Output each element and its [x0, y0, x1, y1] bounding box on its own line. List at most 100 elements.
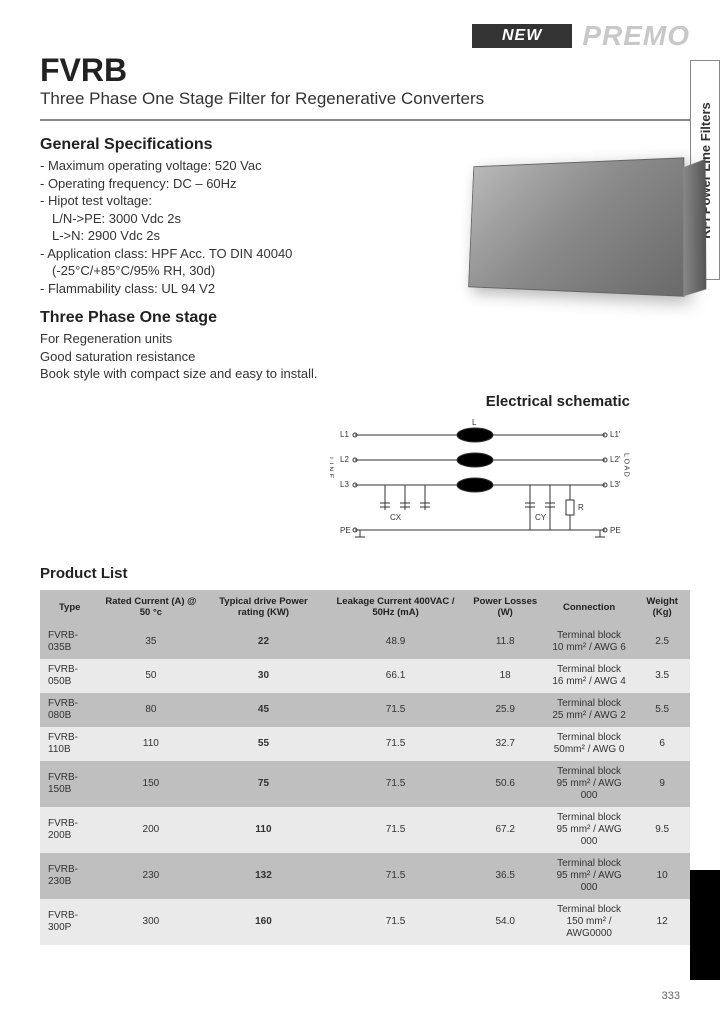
svg-text:L2: L2: [340, 455, 349, 464]
table-cell: 200: [99, 807, 202, 853]
new-badge: NEW: [472, 24, 572, 48]
three-phase-line: Book style with compact size and easy to…: [40, 365, 430, 383]
table-cell: FVRB-150B: [40, 761, 99, 807]
table-cell: Terminal block16 mm² / AWG 4: [544, 659, 635, 693]
spec-line: L/N->PE: 3000 Vdc 2s: [40, 210, 430, 228]
svg-text:L3': L3': [610, 480, 621, 489]
table-cell: 75: [202, 761, 324, 807]
table-header: Power Losses (W): [467, 590, 544, 625]
table-cell: 71.5: [325, 853, 467, 899]
header-row: NEW PREMO: [40, 20, 690, 52]
svg-text:CY: CY: [535, 513, 547, 522]
table-cell: 35: [99, 625, 202, 659]
table-row: FVRB-080B804571.525.9Terminal block25 mm…: [40, 693, 690, 727]
table-cell: FVRB-050B: [40, 659, 99, 693]
table-cell: 67.2: [467, 807, 544, 853]
schematic-title: Electrical schematic: [486, 393, 630, 410]
table-row: FVRB-035B352248.911.8Terminal block10 mm…: [40, 625, 690, 659]
table-cell: 32.7: [467, 727, 544, 761]
divider: [40, 119, 690, 121]
spec-line: - Flammability class: UL 94 V2: [40, 280, 430, 298]
table-header: Connection: [544, 590, 635, 625]
spec-line: - Maximum operating voltage: 520 Vac: [40, 157, 430, 175]
table-cell: Terminal block95 mm² / AWG 000: [544, 853, 635, 899]
table-cell: Terminal block50mm² / AWG 0: [544, 727, 635, 761]
table-cell: FVRB-230B: [40, 853, 99, 899]
svg-text:L O A D: L O A D: [623, 453, 630, 477]
product-list-title: Product List: [40, 565, 690, 582]
table-cell: 71.5: [325, 693, 467, 727]
svg-text:L1': L1': [610, 430, 621, 439]
table-cell: 9: [634, 761, 690, 807]
spec-line: (-25°C/+85°C/95% RH, 30d): [40, 262, 430, 280]
table-cell: 300: [99, 899, 202, 945]
table-header: Weight (Kg): [634, 590, 690, 625]
table-cell: FVRB-035B: [40, 625, 99, 659]
table-cell: 150: [99, 761, 202, 807]
black-tab: [690, 870, 720, 980]
product-table: Type Rated Current (A) @ 50 °c Typical d…: [40, 590, 690, 945]
table-header: Type: [40, 590, 99, 625]
table-cell: 110: [202, 807, 324, 853]
table-header: Leakage Current 400VAC / 50Hz (mA): [325, 590, 467, 625]
table-cell: 66.1: [325, 659, 467, 693]
table-cell: 3.5: [634, 659, 690, 693]
table-cell: Terminal block10 mm² / AWG 6: [544, 625, 635, 659]
brand-logo: PREMO: [582, 20, 690, 52]
svg-text:PE: PE: [340, 526, 351, 535]
table-cell: Terminal block95 mm² / AWG 000: [544, 807, 635, 853]
table-cell: Terminal block25 mm² / AWG 2: [544, 693, 635, 727]
table-header: Rated Current (A) @ 50 °c: [99, 590, 202, 625]
table-row: FVRB-150B1507571.550.6Terminal block95 m…: [40, 761, 690, 807]
table-cell: 9.5: [634, 807, 690, 853]
table-cell: 55: [202, 727, 324, 761]
table-cell: Terminal block95 mm² / AWG 000: [544, 761, 635, 807]
table-cell: Terminal block150 mm² / AWG0000: [544, 899, 635, 945]
three-phase-title: Three Phase One stage: [40, 309, 430, 327]
spec-line: - Hipot test voltage:: [40, 192, 430, 210]
table-cell: 48.9: [325, 625, 467, 659]
spec-line: L->N: 2900 Vdc 2s: [40, 227, 430, 245]
svg-text:L I N E: L I N E: [330, 457, 334, 478]
table-row: FVRB-230B23013271.536.5Terminal block95 …: [40, 853, 690, 899]
table-cell: 18: [467, 659, 544, 693]
three-phase-line: Good saturation resistance: [40, 348, 430, 366]
table-cell: 71.5: [325, 807, 467, 853]
table-cell: 50.6: [467, 761, 544, 807]
table-cell: 71.5: [325, 761, 467, 807]
table-cell: 12: [634, 899, 690, 945]
product-code: FVRB: [40, 52, 690, 89]
svg-text:PE: PE: [610, 526, 621, 535]
spec-line: - Application class: HPF Acc. TO DIN 400…: [40, 245, 430, 263]
svg-text:L3: L3: [340, 480, 349, 489]
table-cell: 110: [99, 727, 202, 761]
table-cell: 11.8: [467, 625, 544, 659]
svg-text:L1: L1: [340, 430, 349, 439]
table-row: FVRB-110B1105571.532.7Terminal block50mm…: [40, 727, 690, 761]
table-cell: FVRB-110B: [40, 727, 99, 761]
schematic-diagram: L1 L2 L3 L1' L2' L3' PE PE CX CY R L L I…: [330, 415, 630, 545]
table-cell: 45: [202, 693, 324, 727]
specs-title: General Specifications: [40, 136, 430, 154]
table-cell: FVRB-080B: [40, 693, 99, 727]
table-cell: 160: [202, 899, 324, 945]
page-number: 333: [662, 990, 680, 1002]
table-row: FVRB-200B20011071.567.2Terminal block95 …: [40, 807, 690, 853]
table-cell: 5.5: [634, 693, 690, 727]
svg-text:L: L: [472, 418, 477, 427]
table-cell: 36.5: [467, 853, 544, 899]
table-cell: 10: [634, 853, 690, 899]
spec-line: - Operating frequency: DC – 60Hz: [40, 175, 430, 193]
table-cell: 22: [202, 625, 324, 659]
svg-text:L2': L2': [610, 455, 621, 464]
table-cell: 25.9: [467, 693, 544, 727]
table-cell: FVRB-300P: [40, 899, 99, 945]
table-cell: 54.0: [467, 899, 544, 945]
product-image: [450, 136, 690, 316]
table-cell: 132: [202, 853, 324, 899]
table-row: FVRB-050B503066.118Terminal block16 mm² …: [40, 659, 690, 693]
table-cell: 80: [99, 693, 202, 727]
table-cell: 50: [99, 659, 202, 693]
table-cell: 71.5: [325, 727, 467, 761]
table-cell: 230: [99, 853, 202, 899]
